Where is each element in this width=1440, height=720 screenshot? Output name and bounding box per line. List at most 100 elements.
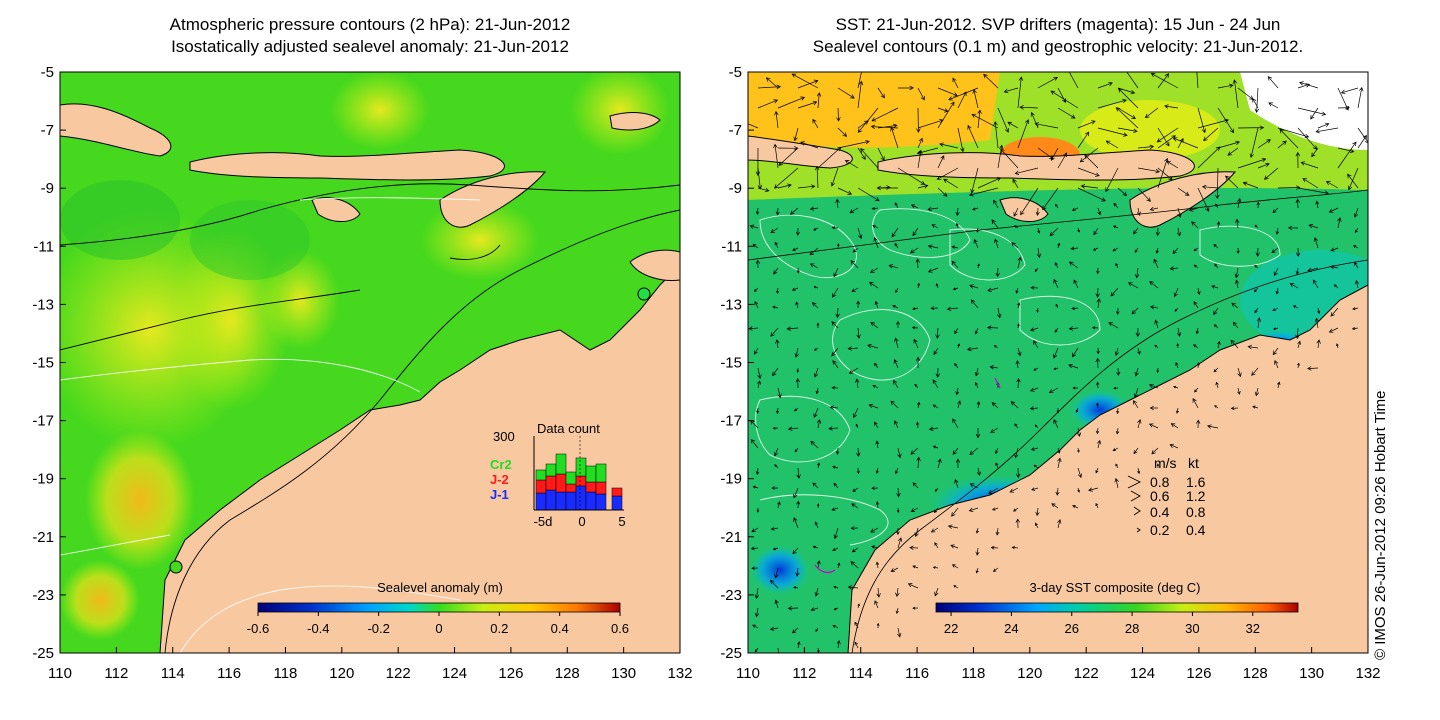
velocity-arrow [856, 327, 861, 339]
velocity-arrow [837, 243, 840, 249]
right-xtick-label: 118 [961, 665, 985, 682]
right-landmass [748, 135, 1368, 653]
velocity-arrow [1048, 387, 1059, 394]
velocity-arrow [872, 384, 879, 389]
velocity-arrow [1133, 387, 1139, 398]
velocity-arrow [752, 485, 759, 489]
colorbar-tick-label: 28 [1125, 621, 1139, 636]
velocity-arrow [1096, 267, 1100, 275]
velocity-arrow [1297, 107, 1327, 116]
velocity-arrow [792, 247, 799, 251]
velocity-arrow [817, 647, 820, 653]
velocity-arrow [1134, 247, 1139, 253]
velocity-arrow [1088, 487, 1099, 492]
left-xtick-label: 122 [386, 665, 411, 682]
velocity-arrow [815, 387, 819, 395]
sealevel-colorbar-gradient [257, 602, 621, 613]
velocity-arrow [1193, 247, 1199, 252]
velocity-arrow [877, 147, 885, 161]
left-ytick-label: -19 [32, 471, 54, 488]
velocity-legend-row3-ms: 0.4 [1150, 504, 1170, 520]
velocity-arrow [848, 367, 859, 374]
velocity-legend-row4-kt: 0.4 [1186, 522, 1206, 538]
colorbar-tick-label: 0 [435, 621, 442, 636]
right-ytick-label: -5 [729, 64, 742, 81]
velocity-arrow [750, 439, 759, 449]
velocity-arrow [829, 405, 839, 410]
velocity-arrow [828, 426, 839, 431]
velocity-arrow [1015, 287, 1019, 294]
velocity-arrow [1050, 90, 1079, 109]
velocity-arrow [1172, 247, 1179, 255]
velocity-arrow [773, 447, 779, 457]
velocity-arrow [917, 149, 923, 169]
velocity-arrow [1257, 139, 1271, 149]
velocity-arrow [1097, 81, 1113, 89]
velocity-arrow [1057, 447, 1061, 454]
velocity-arrow [1029, 327, 1039, 332]
velocity-arrow [831, 321, 839, 329]
velocity-arrow [1031, 487, 1039, 491]
velocity-arrow [1267, 76, 1279, 89]
velocity-arrow [1156, 463, 1160, 469]
velocity-arrow [1277, 140, 1287, 149]
velocity-arrow [915, 356, 921, 369]
velocity-arrow [1136, 207, 1141, 217]
velocity-legend-row1-kt: 1.6 [1186, 474, 1206, 490]
velocity-arrow [796, 367, 800, 373]
velocity-arrow [871, 206, 879, 211]
velocity-arrow [857, 603, 860, 609]
velocity-arrow [1057, 87, 1067, 103]
velocity-arrow [1230, 339, 1239, 349]
velocity-arrow [932, 404, 939, 409]
velocity-arrow [847, 346, 859, 351]
velocity-arrow [937, 101, 955, 129]
velocity-arrow [796, 267, 800, 274]
velocity-arrow [875, 467, 879, 474]
velocity-arrow [997, 107, 1010, 133]
colorbar-tick-label: 0.6 [611, 621, 629, 636]
velocity-arrow [894, 420, 899, 429]
sealevel-colorbar: Sealevel anomaly (m) -0.6 -0.4 -0.2 0 0.2 0.4… [247, 580, 629, 636]
velocity-arrow [832, 465, 839, 469]
velocity-arrow [1217, 340, 1221, 349]
velocity-arrow [813, 347, 819, 351]
velocity-arrow [797, 100, 818, 109]
velocity-arrow [1227, 147, 1239, 156]
velocity-arrow [973, 238, 979, 249]
velocity-arrow [836, 107, 841, 122]
velocity-arrow [1157, 73, 1170, 89]
velocity-arrow [912, 606, 919, 610]
velocity-arrow [814, 521, 819, 529]
velocity-arrow [854, 621, 859, 629]
velocity-arrow [1105, 167, 1119, 193]
velocity-arrow [852, 407, 859, 419]
velocity-arrow [995, 462, 999, 469]
velocity-arrow [1297, 340, 1302, 349]
velocity-arrow [852, 487, 859, 492]
velocity-arrow [1077, 120, 1096, 129]
velocity-arrow [1033, 340, 1039, 349]
velocity-arrow [1310, 107, 1319, 120]
velocity-arrow [751, 527, 759, 533]
velocity-arrow [955, 458, 961, 469]
right-xtick-label: 114 [849, 665, 873, 682]
velocity-arrow [1091, 326, 1099, 330]
velocity-arrow [989, 365, 999, 370]
velocity-arrow [816, 560, 821, 569]
velocity-legend-ms-header: m/s [1154, 455, 1177, 471]
velocity-arrow [793, 586, 799, 589]
velocity-arrow [1076, 427, 1082, 438]
velocity-arrow [1214, 405, 1219, 409]
velocity-arrow [1174, 307, 1179, 312]
left-ytick-label: -7 [41, 122, 54, 139]
velocity-arrow [800, 141, 819, 149]
velocity-arrow [1230, 406, 1239, 411]
velocity-arrow [791, 287, 799, 291]
velocity-arrow [772, 367, 779, 377]
velocity-arrow [769, 626, 779, 631]
velocity-arrow [816, 503, 820, 509]
velocity-arrow [1003, 87, 1019, 94]
velocity-arrow [870, 124, 899, 129]
